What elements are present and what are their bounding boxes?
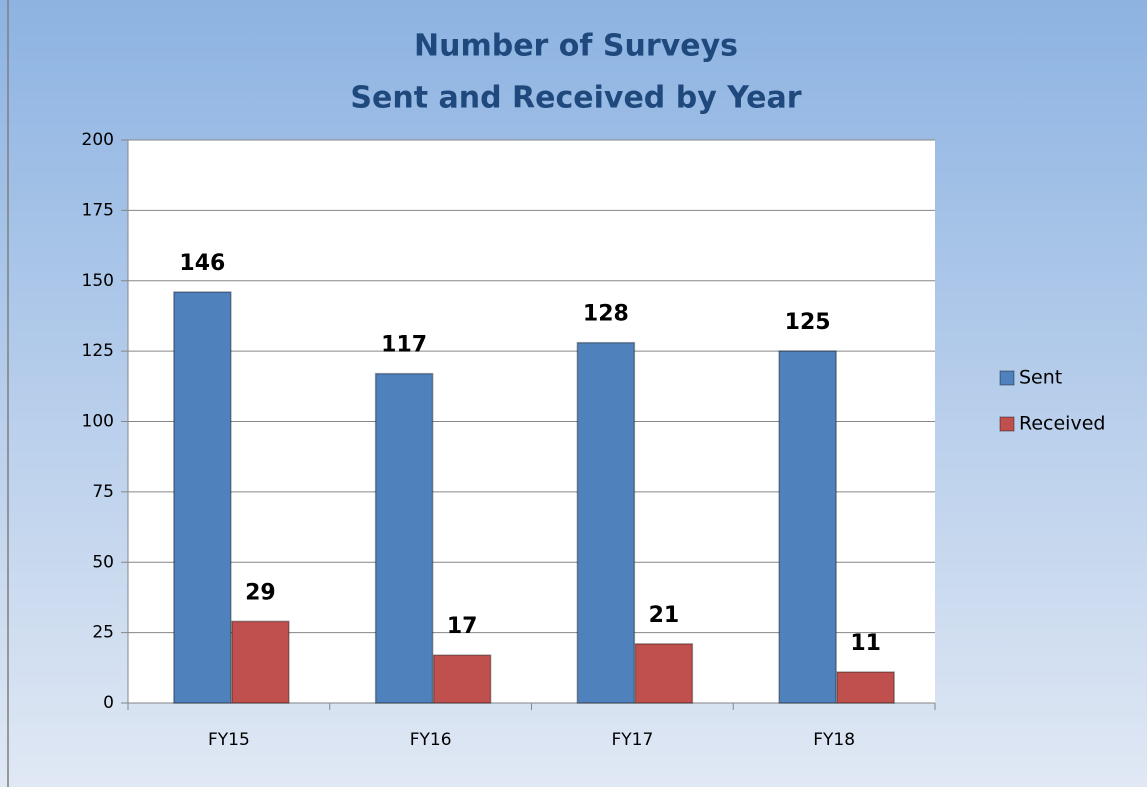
y-tick-label: 0: [103, 693, 114, 713]
y-tick-label: 25: [92, 623, 114, 643]
data-label: 11: [850, 631, 881, 656]
bar: [432, 654, 492, 704]
chart-title: Number of Surveys: [414, 29, 738, 64]
y-tick-label: 150: [82, 271, 114, 291]
data-label: 125: [785, 310, 831, 335]
data-label: 21: [649, 603, 680, 628]
x-tick-label: FY16: [410, 730, 452, 750]
legend-label: Received: [1019, 413, 1105, 435]
data-label: 117: [381, 333, 427, 358]
bar: [778, 350, 837, 704]
data-label: 17: [447, 614, 478, 639]
bar: [374, 372, 434, 704]
bar: [173, 291, 232, 704]
bar: [836, 671, 895, 704]
y-tick-label: 75: [92, 482, 114, 502]
chart-title: Sent and Received by Year: [350, 81, 801, 116]
legend-swatch: [999, 370, 1015, 386]
data-label: 146: [179, 251, 225, 276]
y-tick-label: 50: [92, 552, 114, 572]
bar: [634, 643, 694, 704]
x-tick-label: FY15: [208, 730, 250, 750]
x-tick-label: FY18: [813, 730, 855, 750]
y-tick-label: 200: [82, 130, 114, 150]
bar: [231, 620, 290, 704]
data-label: 128: [583, 302, 629, 327]
y-tick-label: 125: [82, 341, 114, 361]
legend-swatch: [999, 416, 1015, 432]
x-tick-label: FY17: [611, 730, 653, 750]
bar: [576, 341, 636, 704]
data-label: 29: [245, 580, 276, 605]
y-tick-label: 175: [82, 200, 114, 220]
y-tick-label: 100: [82, 412, 114, 432]
legend-label: Sent: [1019, 367, 1062, 389]
